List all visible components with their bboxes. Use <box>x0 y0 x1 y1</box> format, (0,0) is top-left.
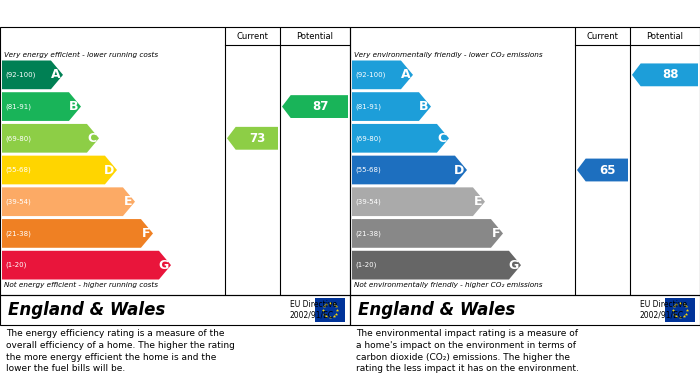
Text: A: A <box>401 68 411 81</box>
Text: The energy efficiency rating is a measure of the
overall efficiency of a home. T: The energy efficiency rating is a measur… <box>6 329 235 373</box>
Text: (39-54): (39-54) <box>5 199 31 205</box>
Text: A: A <box>51 68 61 81</box>
Text: G: G <box>508 258 519 272</box>
Text: Very energy efficient - lower running costs: Very energy efficient - lower running co… <box>4 52 158 58</box>
Text: E: E <box>124 195 132 208</box>
Text: 88: 88 <box>662 68 678 81</box>
Polygon shape <box>352 124 449 152</box>
Polygon shape <box>352 92 431 121</box>
Text: 65: 65 <box>600 163 616 176</box>
Polygon shape <box>227 127 278 150</box>
Text: Not environmentally friendly - higher CO₂ emissions: Not environmentally friendly - higher CO… <box>354 282 542 288</box>
Polygon shape <box>352 156 467 185</box>
Polygon shape <box>2 61 63 89</box>
Text: (69-80): (69-80) <box>355 135 381 142</box>
Bar <box>315 298 345 322</box>
Polygon shape <box>2 251 171 280</box>
Polygon shape <box>352 251 521 280</box>
Text: (1-20): (1-20) <box>355 262 377 268</box>
Bar <box>665 298 695 322</box>
Text: (92-100): (92-100) <box>355 72 386 78</box>
Text: EU Directive
2002/91/EC: EU Directive 2002/91/EC <box>290 300 337 320</box>
Text: G: G <box>158 258 169 272</box>
Text: F: F <box>142 227 150 240</box>
Text: (1-20): (1-20) <box>5 262 27 268</box>
Text: England & Wales: England & Wales <box>8 301 165 319</box>
Polygon shape <box>2 187 135 216</box>
Polygon shape <box>352 187 485 216</box>
Text: Potential: Potential <box>647 32 683 41</box>
Text: Potential: Potential <box>297 32 333 41</box>
Text: (81-91): (81-91) <box>5 103 31 110</box>
Text: Environmental Impact (CO₂) Rating: Environmental Impact (CO₂) Rating <box>358 7 620 20</box>
Text: (55-68): (55-68) <box>5 167 31 173</box>
Text: B: B <box>69 100 78 113</box>
Polygon shape <box>352 219 503 248</box>
Text: Current: Current <box>237 32 268 41</box>
Polygon shape <box>2 219 153 248</box>
Text: (21-38): (21-38) <box>355 230 381 237</box>
Text: C: C <box>438 132 447 145</box>
Polygon shape <box>2 92 81 121</box>
Polygon shape <box>2 124 99 152</box>
Polygon shape <box>2 156 117 185</box>
Text: The environmental impact rating is a measure of
a home's impact on the environme: The environmental impact rating is a mea… <box>356 329 579 373</box>
Text: D: D <box>454 163 465 176</box>
Text: (39-54): (39-54) <box>355 199 381 205</box>
Text: Energy Efficiency Rating: Energy Efficiency Rating <box>8 7 191 20</box>
Text: D: D <box>104 163 115 176</box>
Text: (69-80): (69-80) <box>5 135 31 142</box>
Text: B: B <box>419 100 428 113</box>
Text: C: C <box>88 132 97 145</box>
Text: (92-100): (92-100) <box>5 72 36 78</box>
Text: Not energy efficient - higher running costs: Not energy efficient - higher running co… <box>4 282 158 288</box>
Text: 73: 73 <box>250 132 266 145</box>
Polygon shape <box>282 95 348 118</box>
Text: Very environmentally friendly - lower CO₂ emissions: Very environmentally friendly - lower CO… <box>354 52 542 58</box>
Text: EU Directive
2002/91/EC: EU Directive 2002/91/EC <box>640 300 687 320</box>
Polygon shape <box>632 63 698 86</box>
Text: 87: 87 <box>312 100 328 113</box>
Text: (21-38): (21-38) <box>5 230 31 237</box>
Text: (81-91): (81-91) <box>355 103 381 110</box>
Text: (55-68): (55-68) <box>355 167 381 173</box>
Text: E: E <box>474 195 482 208</box>
Text: Current: Current <box>587 32 618 41</box>
Polygon shape <box>352 61 413 89</box>
Text: England & Wales: England & Wales <box>358 301 515 319</box>
Polygon shape <box>577 159 628 181</box>
Text: F: F <box>492 227 500 240</box>
